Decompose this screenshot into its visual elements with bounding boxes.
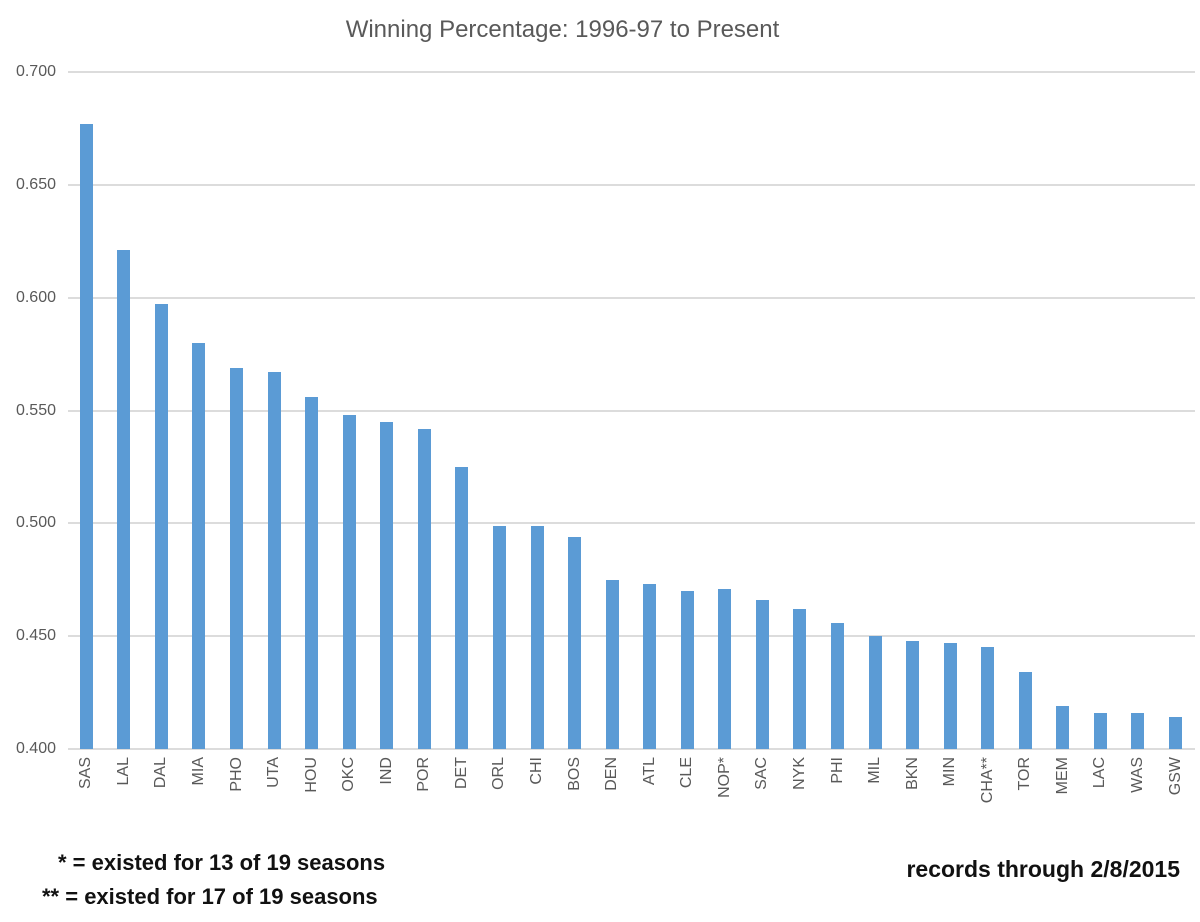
x-tick-label-MIN: MIN: [941, 757, 959, 787]
bar-GSW: [1169, 717, 1183, 749]
x-tick-label-CHI: CHI: [528, 757, 546, 785]
x-tick-label-MIL: MIL: [866, 757, 884, 784]
bar-PHI: [831, 622, 844, 749]
x-tick-label-LAC: LAC: [1091, 757, 1109, 789]
y-tick-label: 0.700: [15, 63, 56, 80]
x-tick-label-OKC: OKC: [340, 757, 358, 792]
x-tick-label-ORL: ORL: [490, 757, 508, 790]
bar-NYK: [793, 609, 807, 749]
footnote-single-asterisk: * = existed for 13 of 19 seasons: [58, 850, 386, 875]
bar-PHO: [230, 367, 244, 749]
x-tick-label-CLE: CLE: [678, 757, 696, 789]
bar-HOU: [305, 396, 319, 749]
bar-IND: [380, 421, 394, 749]
bar-OKC: [342, 415, 356, 749]
y-tick-label: 0.600: [15, 288, 56, 306]
x-tick-label-PHI: PHI: [828, 757, 846, 784]
x-tick-label-NOP*: NOP*: [715, 757, 733, 798]
x-tick-label-ATL: ATL: [640, 757, 658, 786]
x-tick-label-MIA: MIA: [189, 757, 207, 786]
gridline: [68, 183, 1195, 186]
bar-WAS: [1131, 712, 1145, 749]
y-tick-label: 0.450: [15, 627, 56, 645]
bar-BOS: [568, 536, 582, 749]
bar-CLE: [680, 591, 694, 749]
x-tick-label-MEM: MEM: [1053, 757, 1071, 795]
x-tick-label-DAL: DAL: [152, 757, 170, 789]
chart-title: Winning Percentage: 1996-97 to Present: [345, 16, 780, 43]
bar-UTA: [267, 372, 281, 749]
bar-SAS: [79, 123, 93, 749]
gridline: [68, 409, 1195, 412]
bar-MEM: [1056, 706, 1070, 749]
y-tick-label: 0.650: [15, 175, 56, 193]
x-tick-label-HOU: HOU: [302, 757, 320, 793]
gridline: [68, 748, 1195, 750]
bar-NOP*: [718, 588, 732, 749]
x-tick-label-CHA**: CHA**: [978, 757, 996, 804]
x-tick-label-DEN: DEN: [603, 757, 621, 791]
records-through-note: records through 2/8/2015: [906, 856, 1180, 882]
bar-POR: [417, 428, 431, 749]
x-tick-label-NYK: NYK: [790, 757, 808, 790]
y-tick-label: 0.400: [15, 740, 56, 757]
bar-MIN: [943, 642, 957, 749]
bar-DET: [455, 466, 469, 749]
x-tick-label-SAC: SAC: [753, 757, 771, 790]
x-tick-label-SAS: SAS: [77, 757, 95, 790]
bar-CHA**: [981, 647, 995, 749]
bar-DEN: [605, 579, 619, 749]
y-tick-label: 0.500: [15, 514, 56, 532]
x-tick-label-BKN: BKN: [903, 757, 921, 790]
footnote-double-asterisk: ** = existed for 17 of 19 seasons: [42, 884, 378, 909]
bar-BKN: [906, 640, 920, 749]
bar-ATL: [643, 584, 657, 749]
bar-LAC: [1093, 712, 1107, 749]
gridline: [68, 296, 1195, 299]
x-tick-label-BOS: BOS: [565, 757, 583, 791]
gridline: [68, 71, 1195, 73]
bar-SAC: [755, 600, 769, 749]
bar-MIL: [868, 636, 882, 749]
bar-TOR: [1018, 672, 1032, 749]
gridline: [68, 522, 1195, 525]
bar-MIA: [192, 342, 206, 749]
x-tick-label-POR: POR: [415, 757, 433, 792]
x-tick-label-UTA: UTA: [265, 757, 283, 788]
bar-ORL: [492, 525, 506, 749]
bar-CHI: [530, 525, 544, 749]
x-tick-label-DET: DET: [452, 757, 470, 789]
x-tick-label-TOR: TOR: [1016, 757, 1034, 791]
bar-DAL: [154, 304, 168, 749]
x-tick-label-PHO: PHO: [227, 757, 245, 792]
bar-LAL: [117, 250, 131, 749]
x-tick-label-LAL: LAL: [114, 757, 132, 786]
y-tick-label: 0.550: [15, 401, 56, 419]
x-tick-label-IND: IND: [377, 757, 395, 785]
gridline: [68, 635, 1195, 638]
x-tick-label-GSW: GSW: [1166, 757, 1184, 796]
x-tick-label-WAS: WAS: [1128, 757, 1146, 793]
